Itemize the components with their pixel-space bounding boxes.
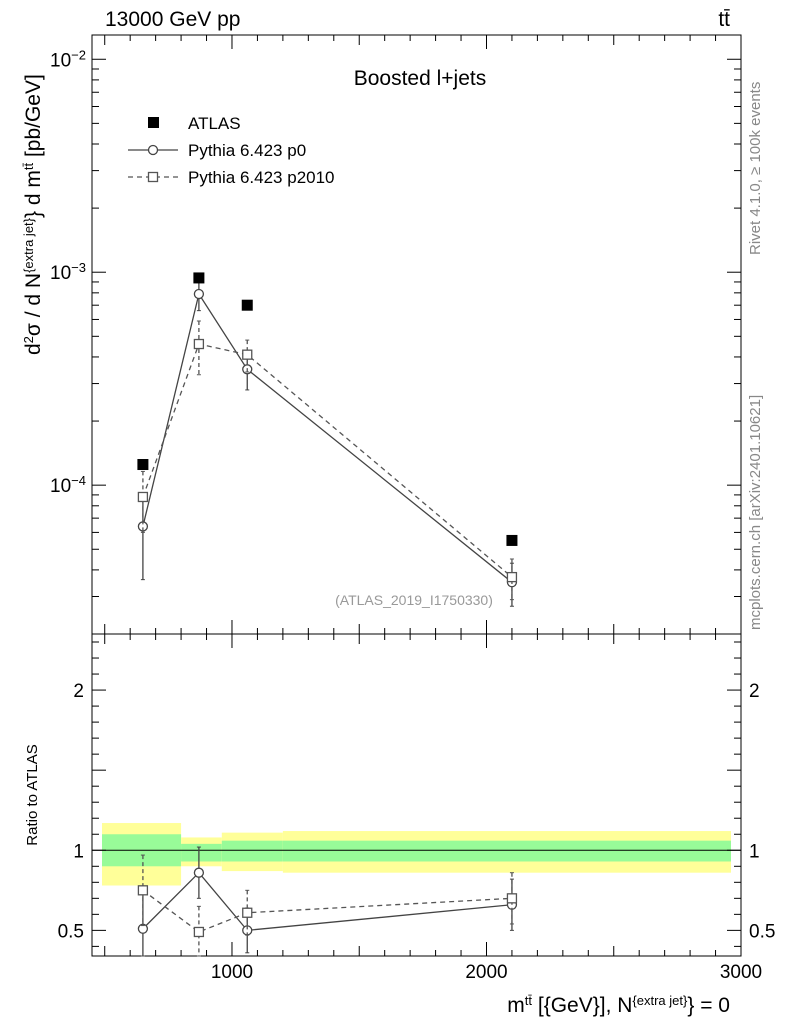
x-axis-label-tail: } = 0 (687, 994, 730, 1017)
legend-marker-atlas (148, 117, 159, 128)
rivet-version-text: Rivet 4.1.0, ≥ 100k events (747, 82, 764, 255)
energy-label: 13000 GeV pp (105, 8, 240, 31)
x-axis-label-tt: tt̄ (525, 993, 533, 1008)
x-axis-label-bracket: [{GeV}], N (532, 994, 632, 1017)
ratio-y-tick-label: 0.5 (58, 921, 84, 942)
legend-marker-p0 (147, 144, 159, 156)
legend-marker-p2010 (147, 171, 159, 183)
p0-line (142, 292, 513, 583)
p0-ratio-point (193, 867, 205, 878)
ratio-frame (91, 633, 742, 957)
ratio-y-tick-label: 2 (73, 681, 84, 702)
x-axis-label-extra: {extra jet} (632, 993, 688, 1008)
legend-label: Pythia 6.423 p2010 (188, 168, 335, 187)
x-tick-label: 2000 (465, 962, 507, 983)
legend: ATLAS Pythia 6.423 p0 Pythia 6.423 p2010 (128, 114, 335, 187)
y-tick-label: 10−3 (50, 260, 86, 285)
x-tick-label: 3000 (720, 962, 762, 983)
ratio-y-tick-label-right: 0.5 (749, 921, 775, 942)
p2010-point (506, 571, 518, 583)
p0-point (193, 288, 205, 300)
p2010-ratio-point (242, 907, 253, 918)
ratio-y-axis-label: Ratio to ATLAS (24, 744, 41, 845)
chart-title: Boosted l+jets (354, 67, 487, 90)
p2010-point (242, 349, 253, 360)
ratio-y-tick-label-right: 2 (749, 681, 760, 702)
ratio-uncertainty-bands (102, 823, 731, 886)
atlas-point (193, 272, 205, 284)
p2010-ratio-point (506, 893, 518, 904)
atlas-point (241, 299, 253, 311)
analysis-tag: (ATLAS_2019_I1750330) (335, 592, 493, 608)
p2010-point (193, 338, 205, 350)
ratio-y-tick-label: 1 (73, 841, 84, 862)
p2010-ratio-line (142, 889, 512, 933)
ratio-frame-box (91, 633, 742, 957)
p2010-ratio-point (193, 926, 205, 938)
p0-ratio-line (142, 871, 513, 932)
main-panel: 10−4 10−3 10−2 Boosted l+jets (ATLAS_2019_… (50, 34, 742, 635)
ratio-panel: 1000 2000 3000 0.5 0.5 1 1 2 2 (58, 633, 775, 983)
atlas-point (506, 534, 518, 546)
band-inner-2 (221, 840, 283, 862)
y-tick-label: 10−2 (50, 47, 86, 72)
ratio-series (137, 846, 518, 957)
process-label: tt̄ (718, 8, 730, 31)
atlas-point (137, 459, 149, 471)
mcplots-credit-text: mcplots.cern.ch [arXiv:2401.10621] (747, 395, 764, 630)
p2010-point (137, 491, 149, 503)
band-inner-1 (181, 843, 222, 862)
p0-ratio-point (137, 923, 149, 934)
p2010-line (142, 343, 513, 578)
main-axis-ticks: 10−4 10−3 10−2 (50, 35, 742, 635)
ratio-y-tick-label-right: 1 (749, 841, 760, 862)
legend-label: Pythia 6.423 p0 (188, 141, 306, 160)
ratio-axis-ticks: 1000 2000 3000 0.5 0.5 1 1 2 2 (58, 634, 775, 983)
main-y-axis-label: d2σ / d N{extra jet}} d mtt̄ [pb/GeV] (21, 74, 46, 355)
y-tick-label: 10−4 (50, 473, 86, 498)
p2010-ratio-point (137, 885, 149, 896)
x-tick-label: 1000 (211, 962, 253, 983)
x-axis-label: mtt̄ [{GeV}], N{extra jet}} = 0 (507, 993, 730, 1018)
x-axis-label-m: m (507, 994, 525, 1017)
main-series (137, 272, 518, 607)
band-inner-3 (282, 840, 731, 862)
legend-label: ATLAS (188, 114, 241, 133)
